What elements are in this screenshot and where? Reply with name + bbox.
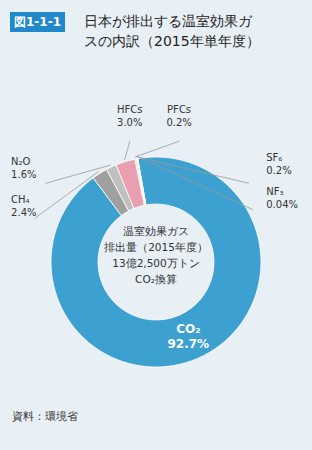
slice-category-label: SF₆	[266, 152, 282, 163]
background	[0, 0, 312, 450]
slice-category-label: HFCs	[117, 104, 142, 115]
slice-labels: CO₂92.7% CH₄ 2.4% N₂O 1.6% HFCs 3.0% PFCs 0.2% SF…	[11, 104, 298, 352]
slice-value-label: 0.04%	[266, 199, 298, 210]
center-annotation: 温室効果ガス	[123, 225, 189, 237]
leader-line	[136, 157, 248, 184]
slice-category-label: N₂O	[11, 156, 30, 167]
center-annotation: 排出量（2015年度）	[104, 241, 208, 253]
leader-line	[135, 141, 179, 157]
slice-value-label: 92.7%	[168, 337, 210, 351]
center-annotation: CO₂換算	[135, 273, 177, 285]
slice-value-label: 3.0%	[117, 117, 142, 128]
title: 日本が排出する温室効果ガ	[84, 13, 253, 29]
source-note: 資料：環境省	[12, 410, 78, 423]
center-text: 温室効果ガス排出量（2015年度） 13億2,500万トン CO₂換算	[104, 225, 208, 285]
figure-label: 図1-1-1	[14, 15, 61, 29]
donut-slice	[116, 159, 144, 208]
figure-label-group: 図1-1-1	[10, 12, 65, 32]
slice-category-label: CO₂	[176, 322, 200, 336]
slice-value-label: 0.2%	[166, 117, 191, 128]
slice-category-label: CH₄	[11, 194, 30, 205]
donut-slice	[136, 159, 146, 205]
figure-label-box	[10, 12, 65, 32]
leader-line	[35, 172, 98, 218]
donut-slice	[51, 157, 261, 367]
slice-category-label: NF₃	[266, 186, 283, 197]
chart-svg: 図1-1-1 日本が排出する温室効果ガスの内訳（2015年単年度） 温室効果ガス排出…	[0, 0, 312, 450]
slice-category-label: PFCs	[167, 104, 191, 115]
slice-value-label: 1.6%	[11, 169, 36, 180]
donut-slice	[138, 159, 146, 205]
slice-value-label: 2.4%	[11, 207, 36, 218]
leader-line	[137, 157, 252, 210]
leader-line	[125, 141, 130, 159]
chart-container: 図1-1-1 日本が排出する温室効果ガスの内訳（2015年単年度） 温室効果ガス排出…	[0, 0, 312, 450]
donut-slice	[135, 159, 145, 205]
title: スの内訳（2015年単年度）	[84, 33, 260, 49]
center-annotation: 13億2,500万トン	[112, 257, 199, 269]
donut	[51, 157, 261, 367]
slice-value-label: 0.2%	[266, 165, 291, 176]
leader-line	[46, 165, 111, 183]
